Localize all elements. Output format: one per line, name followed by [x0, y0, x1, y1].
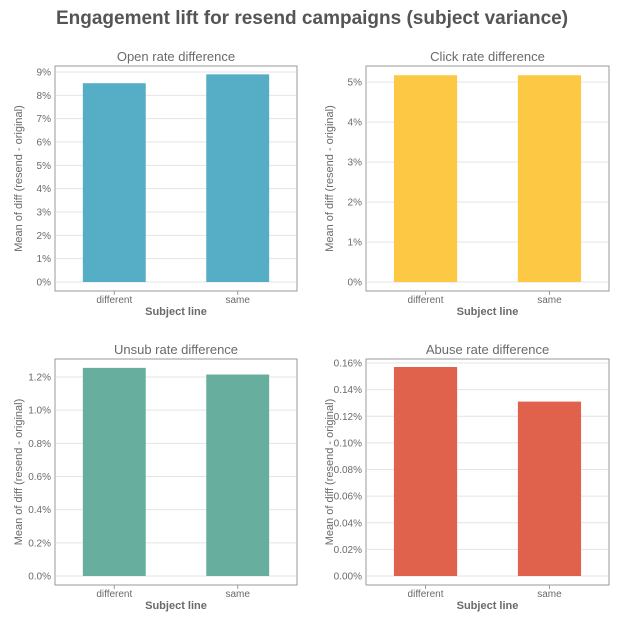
bar-same: [206, 374, 270, 576]
y-tick-label: 1%: [37, 254, 52, 265]
y-tick-label: 6%: [37, 138, 52, 149]
y-tick-label: 0%: [348, 278, 363, 289]
bar-same: [517, 401, 582, 576]
bar-same: [517, 75, 582, 282]
x-axis-label: Subject line: [457, 306, 519, 318]
panel-title: Abuse rate difference: [426, 342, 549, 357]
y-tick-label: 2%: [37, 231, 52, 242]
y-tick-label: 7%: [37, 114, 52, 125]
x-tick-label: same: [537, 589, 562, 600]
y-tick-label: 0.4%: [28, 505, 51, 516]
y-tick-label: 8%: [37, 91, 52, 102]
y-tick-label: 0.14%: [334, 385, 362, 396]
y-tick-label: 4%: [37, 184, 52, 195]
y-tick-label: 0.16%: [334, 359, 362, 370]
y-tick-label: 3%: [37, 208, 52, 219]
y-tick-label: 1%: [348, 238, 363, 249]
bar-different: [393, 75, 458, 282]
y-axis-label: Mean of diff (resend - original): [13, 399, 25, 546]
y-tick-label: 0.02%: [334, 545, 362, 556]
x-axis-label: Subject line: [145, 306, 207, 318]
bar-different: [393, 366, 458, 576]
y-tick-label: 0.00%: [334, 572, 362, 583]
panel-title: Open rate difference: [117, 49, 235, 64]
y-axis-label: Mean of diff (resend - original): [324, 399, 336, 546]
x-tick-label: different: [96, 589, 132, 600]
y-tick-label: 5%: [348, 78, 363, 89]
y-axis-label: Mean of diff (resend - original): [324, 105, 336, 252]
panel-title: Unsub rate difference: [114, 342, 238, 357]
y-tick-label: 1.0%: [28, 406, 51, 417]
x-tick-label: different: [408, 589, 444, 600]
y-tick-label: 2%: [348, 198, 363, 209]
x-tick-label: same: [225, 589, 250, 600]
x-tick-label: different: [408, 295, 444, 306]
y-tick-label: 3%: [348, 158, 363, 169]
y-tick-label: 0%: [37, 278, 52, 289]
x-tick-label: different: [96, 295, 132, 306]
bar-different: [82, 367, 146, 576]
y-tick-label: 1.2%: [28, 373, 51, 384]
chart-title: Engagement lift for resend campaigns (su…: [55, 8, 569, 29]
y-tick-label: 0.04%: [334, 518, 362, 529]
y-tick-label: 0.12%: [334, 412, 362, 423]
y-tick-label: 0.06%: [334, 492, 362, 503]
x-axis-label: Subject line: [145, 600, 207, 612]
y-tick-label: 0.08%: [334, 465, 362, 476]
x-tick-label: same: [225, 295, 250, 306]
y-tick-label: 0.2%: [28, 538, 51, 549]
y-tick-label: 0.8%: [28, 439, 51, 450]
y-tick-label: 0.10%: [334, 438, 362, 449]
panel-title: Click rate difference: [430, 49, 545, 64]
y-tick-label: 9%: [37, 68, 52, 79]
y-tick-label: 4%: [348, 118, 363, 129]
y-tick-label: 0.0%: [28, 572, 51, 583]
bar-same: [206, 74, 270, 282]
x-axis-label: Subject line: [457, 600, 519, 612]
bar-different: [82, 83, 146, 282]
y-tick-label: 0.6%: [28, 472, 51, 483]
x-tick-label: same: [537, 295, 562, 306]
y-axis-label: Mean of diff (resend - original): [13, 105, 25, 252]
y-tick-label: 5%: [37, 161, 52, 172]
